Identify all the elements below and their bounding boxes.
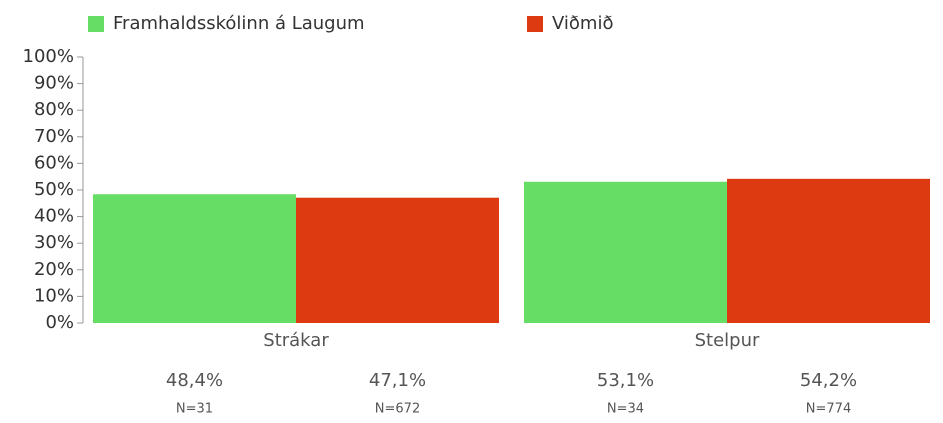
value-label: 47,1% [369, 370, 426, 391]
y-tick-label: 40% [34, 206, 74, 227]
bar [296, 197, 499, 323]
y-tick-label: 10% [34, 285, 74, 306]
n-label: N=672 [375, 402, 420, 417]
value-label: 53,1% [597, 370, 654, 391]
y-tick-label: 30% [34, 232, 74, 253]
n-label: N=34 [607, 402, 644, 417]
value-label: 48,4% [166, 370, 223, 391]
legend-label: Viðmið [552, 13, 613, 34]
bar [727, 178, 930, 323]
y-tick-label: 60% [34, 152, 74, 173]
x-tick-label: Strákar [263, 330, 329, 351]
y-tick-label: 70% [34, 126, 74, 147]
y-tick-label: 100% [23, 46, 74, 67]
bar [93, 194, 296, 323]
y-tick-label: 50% [34, 179, 74, 200]
legend-label: Framhaldsskólinn á Laugum [113, 13, 365, 34]
value-label: 54,2% [800, 370, 857, 391]
y-tick-label: 20% [34, 259, 74, 280]
legend-swatch [527, 16, 543, 32]
n-label: N=31 [176, 402, 213, 417]
y-tick-label: 90% [34, 73, 74, 94]
x-tick-label: Stelpur [695, 330, 760, 351]
bar [524, 181, 727, 323]
y-tick-label: 0% [45, 312, 74, 333]
y-tick-label: 80% [34, 99, 74, 120]
n-label: N=774 [806, 402, 851, 417]
legend-swatch [88, 16, 104, 32]
